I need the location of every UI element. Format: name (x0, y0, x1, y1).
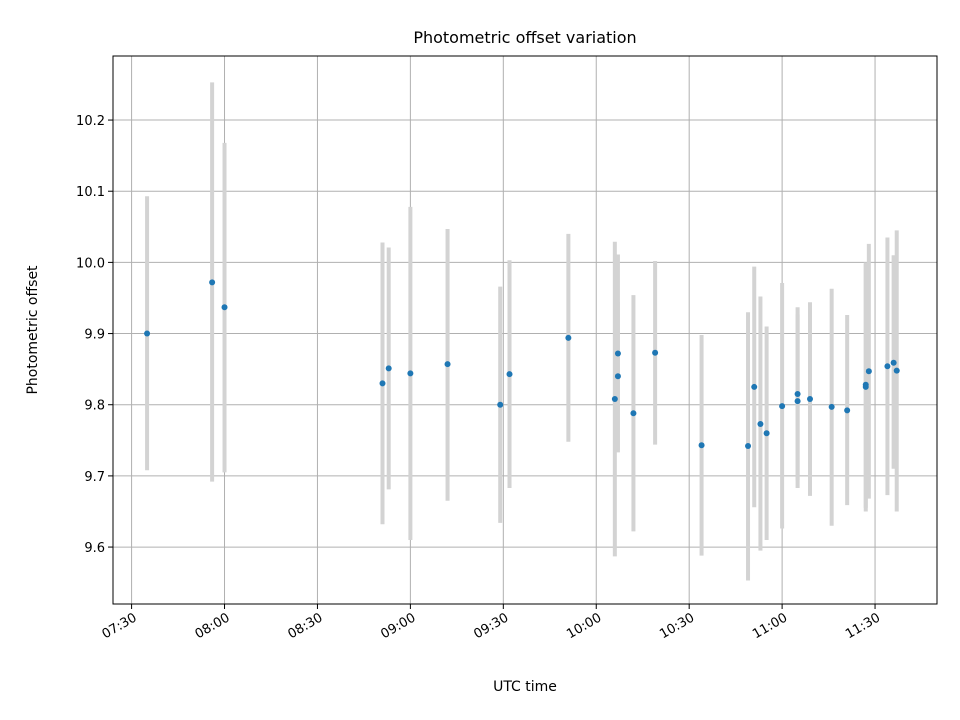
data-point (614, 373, 621, 380)
data-point (893, 367, 900, 374)
data-point (444, 361, 451, 368)
data-point (614, 350, 621, 357)
data-point (884, 363, 891, 370)
grid-layer (113, 56, 937, 604)
x-tick-label: 11:00 (750, 610, 790, 642)
x-tick-label: 10:30 (657, 610, 697, 642)
data-point (506, 371, 513, 378)
data-point (751, 383, 758, 390)
y-tick-label: 9.6 (84, 541, 105, 556)
data-point (209, 279, 216, 286)
data-point (865, 368, 872, 375)
x-tick-label: 11:30 (843, 610, 883, 642)
data-point (757, 420, 764, 427)
data-point (611, 396, 618, 403)
data-point (779, 403, 786, 410)
data-point (862, 383, 869, 390)
data-point (407, 370, 414, 377)
y-tick-label: 10.1 (76, 185, 105, 200)
data-point (794, 398, 801, 405)
y-axis-label: Photometric offset (25, 265, 41, 395)
errorbar-layer (145, 82, 899, 581)
y-tick-label: 10.0 (76, 256, 105, 271)
data-point (144, 330, 151, 337)
data-point (565, 334, 572, 341)
data-point (630, 410, 637, 417)
data-point (698, 442, 705, 449)
x-tick-label: 09:30 (471, 610, 511, 642)
y-tick-label: 10.2 (76, 114, 105, 129)
x-axis-label: UTC time (493, 679, 557, 695)
plot-frame (112, 55, 938, 605)
chart-title: Photometric offset variation (413, 28, 636, 47)
x-tick-label: 10:00 (564, 610, 604, 642)
data-point (497, 401, 504, 408)
data-point (844, 407, 851, 414)
data-point (379, 380, 386, 387)
data-point (221, 304, 228, 311)
data-point (890, 359, 897, 366)
y-tick-label: 9.9 (84, 328, 105, 343)
x-tick-label: 08:00 (193, 610, 233, 642)
data-point (652, 349, 659, 356)
data-point (745, 443, 752, 450)
data-point (763, 430, 770, 437)
y-tick-label: 9.8 (84, 399, 105, 414)
data-point (794, 391, 801, 398)
data-point (828, 403, 835, 410)
y-tick-label: 9.7 (84, 470, 105, 485)
data-point (806, 396, 813, 403)
x-tick-label: 08:30 (286, 610, 326, 642)
point-layer (144, 279, 900, 450)
x-tick-label: 09:00 (378, 610, 418, 642)
x-tick-label: 07:30 (100, 610, 140, 642)
data-point (385, 365, 392, 372)
